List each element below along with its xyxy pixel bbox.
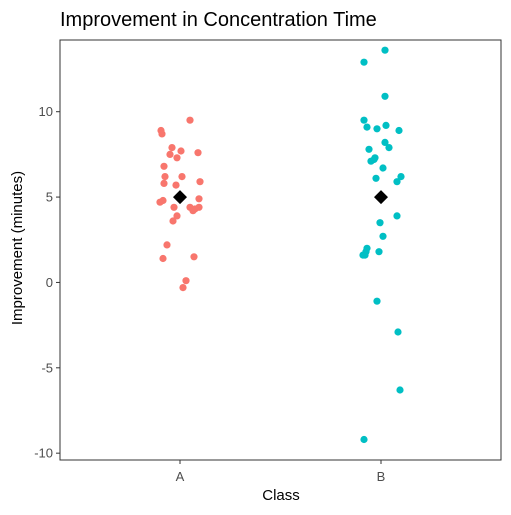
y-axis: -10 -5 0 5 10 xyxy=(34,104,60,461)
data-point-a-8 xyxy=(194,149,202,157)
data-point-b-5 xyxy=(363,123,371,131)
data-point-a-10 xyxy=(161,173,169,181)
y-tick-label: -10 xyxy=(34,446,53,461)
data-point-b-9 xyxy=(381,138,389,146)
data-point-a-12 xyxy=(160,179,168,187)
data-point-a-22 xyxy=(170,203,178,211)
data-point-b-8 xyxy=(395,126,403,135)
x-tick-label-a: A xyxy=(176,469,185,484)
data-point-b-21 xyxy=(379,232,387,240)
data-point-b-14 xyxy=(371,154,379,162)
data-point-a-24 xyxy=(173,212,181,220)
data-point-a-5 xyxy=(166,150,174,158)
data-point-b-28 xyxy=(394,328,402,336)
data-point-b-26 xyxy=(359,251,367,259)
data-point-b-7 xyxy=(382,121,390,129)
data-point-a-18 xyxy=(195,203,203,211)
data-point-a-29 xyxy=(179,284,187,292)
data-point-a-14 xyxy=(196,178,204,186)
mean-marker-a xyxy=(173,190,187,205)
data-point-a-28 xyxy=(182,277,190,285)
data-point-a-23 xyxy=(169,217,177,225)
y-tick-label: 5 xyxy=(46,190,53,205)
data-point-b-6 xyxy=(373,125,381,133)
plot-area xyxy=(156,46,405,444)
data-point-a-21 xyxy=(159,196,167,205)
data-point-b-29 xyxy=(396,386,404,394)
x-axis-title: Class xyxy=(262,487,300,504)
y-axis-title: Improvement (minutes) xyxy=(9,171,26,325)
data-point-b-27 xyxy=(373,297,381,305)
y-tick-label: 10 xyxy=(39,104,53,119)
data-point-b-19 xyxy=(393,212,401,220)
panel-border xyxy=(59,39,502,461)
data-point-b-18 xyxy=(393,178,401,186)
data-point-b-16 xyxy=(372,174,380,182)
y-tick-label: -5 xyxy=(41,360,53,375)
data-point-b-3 xyxy=(381,92,389,100)
data-point-a-19 xyxy=(195,195,203,203)
data-point-b-1 xyxy=(381,46,389,54)
data-point-a-4 xyxy=(168,144,176,152)
data-point-a-27 xyxy=(190,253,198,261)
data-point-b-15 xyxy=(379,164,387,172)
x-tick-label-b: B xyxy=(377,469,386,484)
mean-marker-b xyxy=(374,190,388,205)
data-point-b-11 xyxy=(365,145,373,153)
data-point-b-2 xyxy=(360,58,368,66)
data-point-a-9 xyxy=(160,162,168,170)
data-point-b-10 xyxy=(385,144,393,152)
data-point-b-30 xyxy=(360,435,368,444)
data-point-b-17 xyxy=(397,173,405,181)
chart-title: Improvement in Concentration Time xyxy=(60,9,377,31)
data-point-a-11 xyxy=(178,173,186,181)
data-point-b-20 xyxy=(376,219,384,227)
data-point-a-25 xyxy=(163,241,171,249)
data-point-a-13 xyxy=(172,181,180,189)
data-point-a-2 xyxy=(158,130,166,138)
y-tick-label: 0 xyxy=(46,275,53,290)
data-point-a-3 xyxy=(186,116,194,124)
data-point-b-24 xyxy=(375,248,383,256)
data-point-b-4 xyxy=(360,116,368,124)
data-point-a-7 xyxy=(177,147,185,155)
data-point-a-26 xyxy=(159,254,167,263)
data-point-a-6 xyxy=(173,154,181,162)
